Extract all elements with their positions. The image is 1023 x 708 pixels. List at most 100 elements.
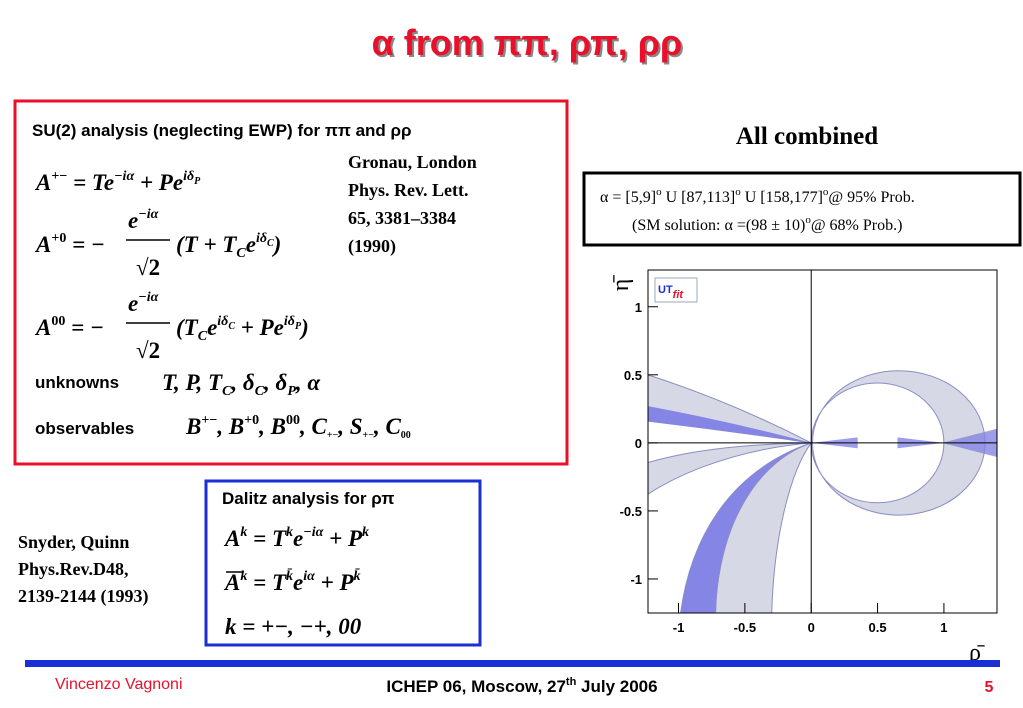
text-part: @ 95% Prob.	[828, 189, 914, 206]
text-part: e	[246, 232, 256, 257]
text-part: −iα	[114, 169, 134, 184]
text-part: , δ	[263, 370, 288, 395]
text-part: C	[222, 384, 232, 399]
y-tick-label: -1	[630, 572, 642, 587]
text-part: 00	[51, 314, 65, 329]
text-part: e	[128, 291, 138, 316]
equation: Ak = Tk̄eiα + Pk̄	[223, 568, 361, 595]
text-part: +−	[327, 430, 339, 441]
text-part: = T	[247, 526, 287, 551]
text-part: (T	[176, 315, 199, 340]
text-part: )	[272, 232, 282, 257]
footer-rule	[25, 660, 1000, 667]
x-tick-label: 0.5	[869, 620, 887, 635]
text-part: 00	[401, 430, 411, 441]
combined-heading: All combined	[736, 123, 878, 150]
text-part: −iα	[303, 525, 323, 540]
reference-line: Snyder, Quinn	[18, 532, 129, 552]
reference-line: Phys. Rev. Lett.	[348, 180, 469, 200]
text-part: = Te	[67, 170, 114, 195]
y-tick-label: 1	[635, 300, 642, 315]
text-part: U [87,113]	[662, 189, 736, 206]
plot-frame	[647, 269, 998, 614]
dalitz-heading: Dalitz analysis for ρπ	[222, 489, 394, 508]
text-part: +−	[363, 430, 375, 441]
text-part: C	[198, 329, 208, 344]
unknowns-label: unknowns	[35, 373, 119, 392]
region	[648, 442, 812, 495]
text-part: A	[223, 526, 240, 551]
text-part: , α	[295, 370, 322, 395]
equation: A+0 = −	[34, 231, 105, 257]
denominator: √2	[136, 255, 160, 280]
text-part: C	[255, 384, 265, 399]
text-part: k	[286, 525, 293, 540]
text-part: , S	[337, 414, 362, 439]
text-part: ICHEP 06, Moscow, 27	[386, 677, 566, 696]
logo-box	[654, 277, 698, 303]
su2-box	[13, 99, 569, 466]
y-tick-label: -0.5	[620, 504, 642, 519]
y-tick-label: 0.5	[624, 368, 642, 383]
text-part: , C	[373, 414, 402, 439]
region	[648, 374, 812, 444]
text-part: iδ	[284, 314, 295, 329]
dalitz-box	[204, 479, 482, 647]
text-part: iδ	[217, 314, 228, 329]
result-box	[582, 171, 1022, 247]
text-part: C	[236, 246, 246, 261]
event: ICHEP 06, Moscow, 27th July 2006	[386, 676, 657, 696]
text-part: +0	[244, 413, 259, 428]
text-part: +−	[51, 169, 67, 184]
text-part: A	[34, 315, 51, 340]
equation: (TCeiδC + PeiδP)	[176, 314, 309, 344]
text-part: o	[823, 186, 829, 198]
logo: UTfit	[658, 284, 684, 301]
text-part: )	[299, 315, 309, 340]
text-part: α = [5,9]	[600, 189, 656, 206]
text-part: + Pe	[134, 170, 183, 195]
text-part: +0	[51, 231, 66, 246]
text-part: A	[34, 232, 51, 257]
text-part: k̄	[286, 568, 293, 584]
denominator: √2	[136, 338, 160, 363]
text-part: T, P, T	[162, 370, 223, 395]
text-part: e	[207, 315, 217, 340]
text-part: , B	[258, 414, 286, 439]
text-part: A	[223, 570, 240, 595]
observables: B+−, B+0, B00, C+−, S+−, C00	[185, 413, 411, 441]
text-part: −iα	[138, 290, 158, 305]
text-part: C	[267, 238, 274, 249]
regions	[648, 370, 997, 613]
text-part: +−	[201, 413, 217, 428]
text-part: = −	[65, 315, 104, 340]
text-part: + P	[315, 570, 355, 595]
text-part: P	[287, 384, 296, 399]
text-part: e	[293, 570, 303, 595]
unknowns: T, P, TC, δC, δP, α	[162, 370, 321, 399]
x-tick-label: -0.5	[734, 620, 756, 635]
text-part: e	[128, 208, 138, 233]
x-tick-label: -1	[673, 620, 685, 635]
text-part: 00	[286, 413, 300, 428]
text-part: k	[362, 525, 369, 540]
text-part: + Pe	[235, 315, 284, 340]
equation: A+− = Te−iα + PeiδP	[34, 169, 201, 195]
text-part: P	[194, 176, 201, 187]
text-part: k̄	[354, 568, 361, 584]
text-part: (SM solution: α =(98 ± 10)	[632, 217, 805, 234]
text-part: , C	[299, 414, 328, 439]
text-part: = −	[66, 232, 105, 257]
text-part: o	[656, 186, 662, 198]
text-part: iδ	[183, 169, 194, 184]
text-part: iδ	[256, 231, 267, 246]
text-part: P	[295, 321, 302, 332]
reference-line: (1990)	[348, 236, 396, 257]
numerator: e−iα	[128, 207, 159, 233]
text-part: , δ	[230, 370, 255, 395]
title-shadow: α from ππ, ρπ, ρρ	[374, 24, 685, 65]
reference-line: 2139-2144 (1993)	[18, 586, 148, 607]
equation: k = +−, −+, 00	[225, 614, 362, 639]
logo-part: fit	[673, 289, 685, 301]
